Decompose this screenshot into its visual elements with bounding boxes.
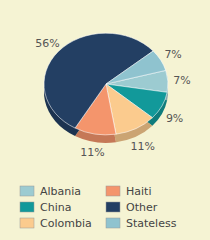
data-labels: 7% 9% 11% 11% 56% 7%	[35, 37, 190, 159]
data-label: 7%	[173, 74, 190, 87]
legend-swatch	[106, 186, 120, 196]
chart: 7% 9% 11% 11% 56% 7% Albania China Colombia Haiti…	[0, 0, 210, 240]
legend-swatch	[106, 202, 120, 212]
data-label: 11%	[130, 140, 154, 153]
data-label: 9%	[166, 112, 183, 125]
legend-swatch	[20, 186, 34, 196]
slice	[44, 33, 153, 128]
legend-label: Haiti	[126, 185, 151, 198]
legend: Albania China Colombia Haiti Other Stateless	[20, 185, 177, 230]
legend-label: Other	[126, 201, 158, 214]
data-label: 7%	[164, 48, 181, 61]
data-label: 56%	[35, 37, 59, 50]
legend-label: Stateless	[126, 217, 177, 230]
legend-label: China	[40, 201, 71, 214]
data-label: 11%	[80, 146, 104, 159]
legend-swatch	[106, 218, 120, 228]
legend-label: Colombia	[40, 217, 92, 230]
slice	[106, 51, 166, 84]
legend-swatch	[20, 202, 34, 212]
legend-label: Albania	[40, 185, 81, 198]
legend-swatch	[20, 218, 34, 228]
pie	[44, 33, 168, 135]
